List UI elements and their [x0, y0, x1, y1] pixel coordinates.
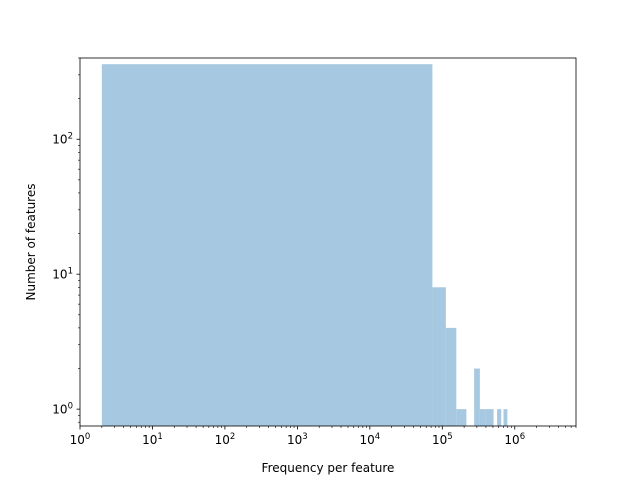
plot-frame [79, 57, 577, 427]
x-tick-label-2: 102 [215, 432, 236, 447]
x-tick-label-3: 103 [287, 432, 308, 447]
x-tick-label-4: 104 [359, 432, 380, 447]
x-axis-label: Frequency per feature [262, 461, 395, 475]
x-tick-label-0: 100 [70, 432, 91, 447]
histogram-bar-0 [101, 64, 433, 426]
y-tick-label-1: 101 [52, 267, 73, 282]
histogram-bars [101, 64, 508, 426]
histogram-bar-1 [432, 287, 446, 426]
y-axis-ticks: 100 101 102 [52, 57, 80, 423]
y-tick-label-2: 102 [52, 132, 73, 147]
histogram-bar-8 [503, 409, 508, 426]
histogram-bar-2 [445, 327, 457, 426]
histogram-bar-5 [479, 409, 486, 426]
histogram-bar-4 [474, 368, 480, 426]
histogram-bar-3 [456, 409, 467, 426]
histogram-bar-7 [497, 409, 502, 426]
y-tick-label-0: 100 [52, 402, 73, 417]
x-tick-label-5: 105 [432, 432, 453, 447]
histogram-bar-6 [485, 409, 494, 426]
x-tick-label-6: 106 [504, 432, 525, 447]
x-axis-ticks: 100 101 102 103 104 105 106 [70, 426, 577, 447]
x-tick-label-1: 101 [142, 432, 163, 447]
y-axis-label: Number of features [24, 184, 38, 301]
